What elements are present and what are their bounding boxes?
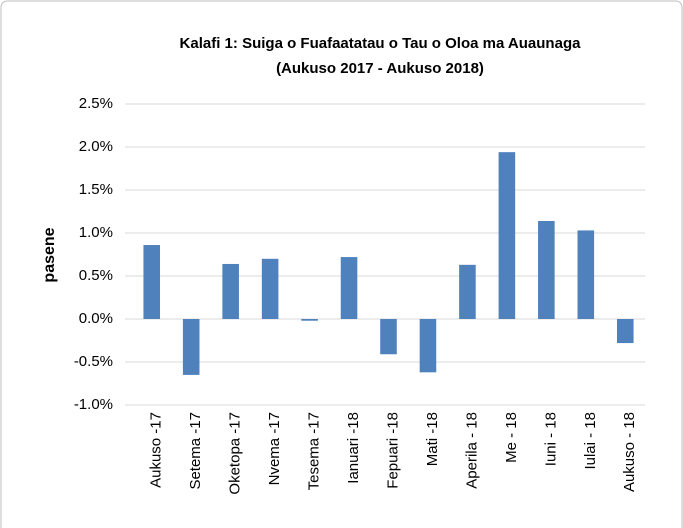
x-tick-label: Mati -18 — [424, 412, 441, 466]
x-tick-label: Iuni - 18 — [542, 412, 559, 466]
bar — [301, 319, 318, 321]
bar — [182, 319, 200, 375]
x-tick-label: Setema -17 — [187, 412, 204, 490]
y-axis-label: pasene — [41, 227, 58, 282]
bar — [616, 319, 634, 344]
x-tick-label: Me - 18 — [503, 412, 520, 463]
x-tick-label: Iulai - 18 — [582, 412, 599, 470]
y-tick-label: 0.5% — [79, 267, 113, 284]
bar — [340, 257, 358, 319]
y-tick-label: 2.5% — [79, 95, 113, 112]
y-tick-label: 2.0% — [79, 138, 113, 155]
x-tick-label: Tesema -17 — [306, 412, 323, 490]
bar — [459, 264, 476, 319]
y-tick-label: 1.0% — [79, 224, 113, 241]
bar — [419, 319, 437, 373]
bar — [380, 319, 397, 355]
bar — [261, 258, 279, 319]
x-tick-label: Aukuso -17 — [148, 412, 165, 488]
x-tick-label: Fepuari -18 — [384, 412, 401, 489]
x-tick-label: Oketopa -17 — [227, 412, 244, 495]
y-tick-label: 1.5% — [79, 181, 113, 198]
x-tick-label: Nvema -17 — [266, 412, 283, 485]
chart-title: Kalafi 1: Suiga o Fuafaatatau o Tau o Ol… — [180, 35, 582, 52]
chart-subtitle: (Aukuso 2017 - Aukuso 2018) — [276, 60, 484, 77]
bar — [577, 230, 595, 319]
y-tick-label: 0.0% — [79, 310, 113, 327]
x-tick-label: Ianuari -18 — [345, 412, 362, 484]
bar — [498, 152, 516, 319]
y-tick-label: -0.5% — [74, 353, 113, 370]
bar — [538, 220, 555, 319]
x-tick-label: Aukuso - 18 — [621, 412, 638, 492]
bar — [222, 263, 239, 319]
x-tick-label: Aperila - 18 — [463, 412, 480, 489]
y-tick-label: -1.0% — [74, 396, 113, 413]
bar — [143, 245, 161, 319]
